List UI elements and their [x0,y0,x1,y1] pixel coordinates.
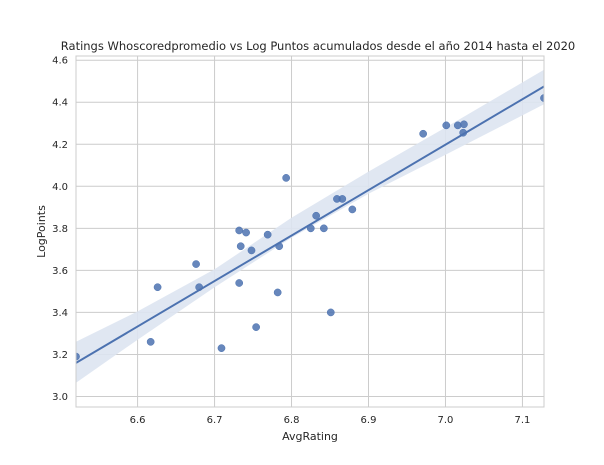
x-tick-label: 6.6 [130,415,146,426]
y-tick-labels: 3.0 3.2 3.4 3.6 3.8 4.0 4.2 4.4 4.6 [52,56,68,403]
y-tick-label: 4.4 [52,98,68,109]
data-point [192,260,200,268]
data-point [540,94,544,102]
data-point [442,121,451,130]
y-tick-label: 4.6 [52,56,68,67]
y-tick-label: 3.2 [52,350,68,361]
x-tick-label: 6.7 [207,415,223,426]
y-tick-label: 3.6 [52,266,68,277]
data-point [326,308,335,317]
data-point [146,337,155,346]
y-tick-label: 3.4 [52,308,68,319]
data-point [419,129,428,138]
data-point [217,344,226,352]
data-point [235,279,244,287]
data-point [236,242,245,251]
y-axis-label: LogPoints [35,205,48,258]
y-tick-label: 4.0 [52,182,68,193]
data-point [348,205,357,214]
data-point [273,288,282,297]
x-axis-label: AvgRating [282,430,338,443]
x-tick-label: 6.9 [361,415,377,426]
data-point [275,242,284,251]
data-point [306,224,315,233]
x-tick-label: 7.0 [438,415,454,426]
chart-title: Ratings Whoscoredpromedio vs Log Puntos … [61,39,575,53]
data-point [263,230,272,239]
data-point [195,283,204,292]
data-point [312,211,321,220]
data-point [242,228,250,237]
data-point [235,226,244,235]
x-tick-label: 6.8 [284,415,300,426]
data-point [282,174,290,182]
y-tick-label: 3.0 [52,392,68,403]
data-point [247,246,256,255]
y-tick-label: 4.2 [52,140,68,151]
y-tick-label: 3.8 [52,224,68,235]
data-point [338,195,347,203]
data-point [459,128,468,137]
data-points [76,94,544,361]
plot-frame [75,55,545,408]
data-point [460,120,468,129]
data-point [320,224,328,233]
x-tick-labels: 6.6 6.7 6.8 6.9 7.0 7.1 [130,415,531,426]
x-tick-label: 7.1 [514,415,530,426]
data-point [153,283,162,292]
data-point [252,323,260,331]
